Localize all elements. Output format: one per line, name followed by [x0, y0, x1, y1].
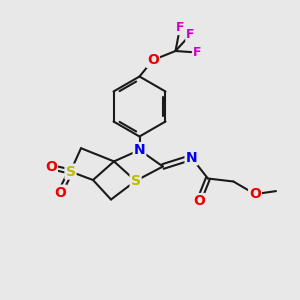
Text: F: F — [193, 46, 201, 59]
Text: O: O — [249, 187, 261, 201]
Text: N: N — [186, 151, 197, 164]
Text: O: O — [147, 53, 159, 67]
Text: O: O — [45, 160, 57, 174]
Text: S: S — [130, 174, 141, 188]
Text: F: F — [176, 21, 184, 34]
Text: S: S — [65, 165, 76, 178]
Text: O: O — [54, 186, 66, 200]
Text: F: F — [186, 28, 195, 41]
Text: N: N — [134, 143, 145, 157]
Text: O: O — [193, 194, 205, 208]
